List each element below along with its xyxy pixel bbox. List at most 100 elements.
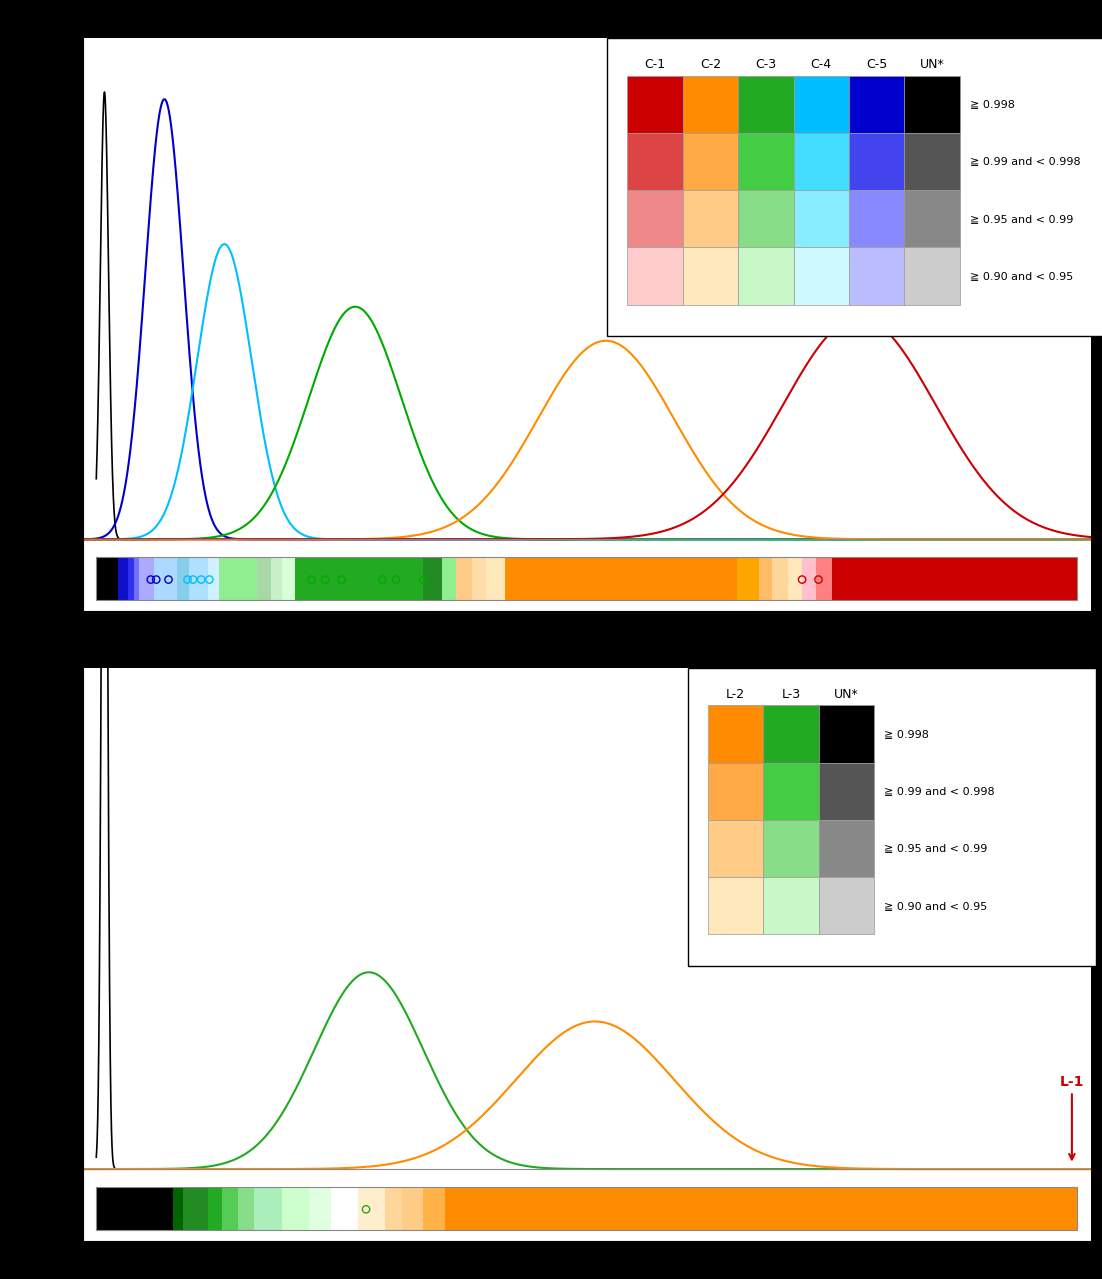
Point: [102, 1200, 120, 1220]
Bar: [793, 75, 849, 133]
FancyBboxPatch shape: [607, 38, 1102, 336]
Bar: [257, 558, 271, 600]
Bar: [905, 247, 960, 304]
Point: [527, 569, 544, 590]
Bar: [128, 558, 134, 600]
Bar: [682, 133, 738, 191]
Bar: [682, 75, 738, 133]
Point: [537, 569, 554, 590]
Bar: [176, 558, 188, 600]
Bar: [905, 75, 960, 133]
Bar: [96, 558, 1078, 600]
Point: [316, 569, 334, 590]
Text: ≧ 0.90 and < 0.95: ≧ 0.90 and < 0.95: [884, 900, 987, 911]
Text: UN*: UN*: [920, 59, 944, 72]
Point: [649, 1200, 667, 1220]
Bar: [707, 877, 764, 935]
Bar: [738, 75, 793, 133]
Bar: [849, 191, 905, 247]
Point: [142, 569, 160, 590]
Bar: [183, 1187, 208, 1230]
Bar: [738, 133, 793, 191]
Bar: [473, 558, 486, 600]
Text: ≧ 0.998: ≧ 0.998: [884, 729, 929, 739]
Bar: [707, 820, 764, 877]
Point: [184, 569, 202, 590]
Bar: [832, 558, 1078, 600]
Bar: [208, 558, 219, 600]
Bar: [478, 1187, 1078, 1230]
Bar: [134, 558, 139, 600]
Bar: [456, 558, 473, 600]
Point: [586, 1200, 604, 1220]
Bar: [96, 558, 118, 600]
Bar: [682, 247, 738, 304]
Bar: [208, 1187, 222, 1230]
Bar: [627, 75, 682, 133]
Text: C-4: C-4: [811, 59, 832, 72]
Bar: [627, 191, 682, 247]
FancyBboxPatch shape: [688, 668, 1096, 966]
Bar: [849, 247, 905, 304]
Point: [114, 1200, 131, 1220]
Bar: [815, 558, 832, 600]
Bar: [788, 558, 802, 600]
Bar: [173, 1187, 183, 1230]
Bar: [764, 762, 819, 820]
Bar: [423, 558, 442, 600]
Bar: [905, 191, 960, 247]
Point: [357, 1200, 375, 1220]
Bar: [819, 705, 874, 762]
Text: C-1: C-1: [645, 59, 666, 72]
Point: [878, 569, 896, 590]
Bar: [222, 1187, 238, 1230]
Bar: [282, 1187, 309, 1230]
Bar: [819, 762, 874, 820]
Point: [635, 569, 652, 590]
Point: [125, 1200, 142, 1220]
Point: [107, 1200, 125, 1220]
Point: [673, 1200, 691, 1220]
Bar: [773, 558, 788, 600]
Bar: [793, 133, 849, 191]
Point: [622, 1200, 639, 1220]
Bar: [331, 1187, 358, 1230]
Bar: [445, 1187, 478, 1230]
Bar: [309, 1187, 331, 1230]
Text: C-5: C-5: [866, 59, 887, 72]
Bar: [738, 191, 793, 247]
Bar: [737, 558, 758, 600]
Text: ≧ 0.99 and < 0.998: ≧ 0.99 and < 0.998: [884, 787, 995, 797]
Point: [856, 569, 874, 590]
Bar: [764, 877, 819, 935]
Bar: [401, 1187, 423, 1230]
Point: [118, 1200, 136, 1220]
Point: [910, 569, 928, 590]
Text: L-1: L-1: [1060, 1074, 1084, 1160]
Text: C-2: C-2: [700, 59, 721, 72]
Point: [839, 569, 856, 590]
Point: [102, 569, 120, 590]
Point: [829, 569, 846, 590]
Bar: [282, 558, 295, 600]
Point: [810, 569, 828, 590]
Bar: [188, 558, 208, 600]
Bar: [238, 1187, 255, 1230]
Bar: [707, 705, 764, 762]
Point: [333, 569, 350, 590]
Bar: [358, 1187, 386, 1230]
Point: [160, 569, 177, 590]
Bar: [505, 558, 737, 600]
Text: ≧ 0.95 and < 0.99: ≧ 0.95 and < 0.99: [884, 843, 987, 853]
Point: [98, 569, 116, 590]
Point: [573, 1200, 591, 1220]
Point: [303, 569, 321, 590]
Point: [201, 569, 218, 590]
Bar: [905, 133, 960, 191]
Text: UN*: UN*: [834, 688, 858, 701]
Point: [625, 569, 642, 590]
Bar: [764, 705, 819, 762]
Point: [110, 1200, 128, 1220]
Bar: [849, 75, 905, 133]
Bar: [442, 558, 456, 600]
